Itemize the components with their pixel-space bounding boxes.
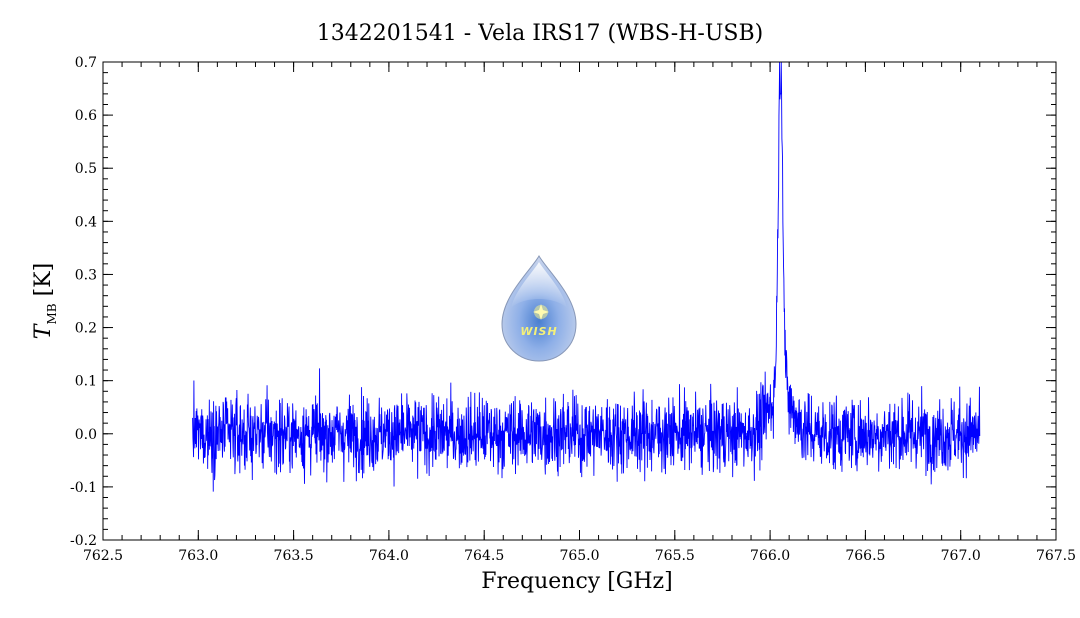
- plot-frame: [102, 61, 1057, 541]
- drop-shine: [511, 262, 567, 308]
- ticks-layer: 762.5 763.0 763.5 764.0 764.5 765.0 765.5 766.0…: [70, 55, 1076, 564]
- x-tick-label: 766.0: [750, 548, 790, 564]
- data-layer: [192, 61, 981, 492]
- x-tick-label: 765.5: [655, 548, 695, 564]
- x-tick-label: 763.5: [274, 548, 314, 564]
- y-axis-label-sub: MB: [45, 303, 59, 324]
- star-icon: [533, 304, 549, 320]
- y-tick-label: 0.0: [75, 427, 97, 443]
- y-tick-label: 0.3: [75, 267, 97, 283]
- y-axis-label-unit: [K]: [31, 263, 56, 297]
- x-tick-label: 765.0: [559, 548, 599, 564]
- x-tick-label: 763.0: [178, 548, 218, 564]
- y-tick-label: 0.6: [75, 108, 97, 124]
- spectrum-series-line: [192, 61, 981, 492]
- logo-text: WISH: [520, 325, 557, 338]
- x-tick-label: 764.0: [369, 548, 409, 564]
- chart-title: 1342201541 - Vela IRS17 (WBS-H-USB): [317, 21, 763, 46]
- y-tick-label: 0.1: [75, 374, 97, 390]
- x-axis-label: Frequency [GHz]: [481, 569, 673, 594]
- y-tick-label: 0.2: [75, 321, 97, 337]
- x-tick-label: 767.0: [941, 548, 981, 564]
- x-tick-label: 764.5: [464, 548, 504, 564]
- x-tick-label: 762.5: [83, 548, 123, 564]
- y-tick-label: -0.2: [70, 533, 97, 549]
- x-tick-label: 766.5: [845, 548, 885, 564]
- svg-text:TMB [K]: TMB [K]: [31, 263, 59, 339]
- y-axis-label: TMB [K]: [31, 263, 59, 339]
- y-tick-label: 0.4: [75, 214, 97, 230]
- y-tick-label: 0.7: [75, 55, 97, 71]
- wish-logo: WISH: [501, 254, 577, 362]
- y-tick-label: -0.1: [70, 480, 97, 496]
- x-tick-label: 767.5: [1036, 548, 1076, 564]
- y-tick-label: 0.5: [75, 161, 97, 177]
- y-axis-label-main: T: [31, 322, 56, 339]
